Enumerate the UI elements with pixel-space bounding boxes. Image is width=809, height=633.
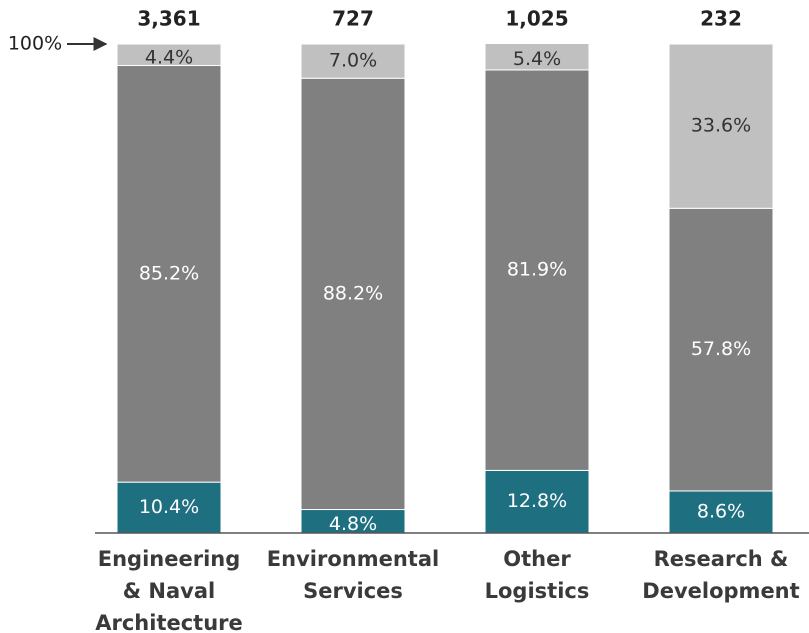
bar-segment [116,481,222,534]
total-label: 232 [700,7,742,31]
value-label: 5.4% [513,48,561,70]
bar-segment [300,43,406,79]
value-label: 10.4% [139,496,199,518]
bar-segment [668,43,774,209]
bar-segment [668,490,774,534]
value-label: 12.8% [507,490,567,512]
value-label: 8.6% [697,500,745,522]
value-label: 85.2% [139,262,199,284]
x-tick-label: Research & [654,547,789,571]
x-tick-label: Development [642,579,799,603]
x-tick-label: & Naval [123,579,215,603]
bar-segment [484,469,590,534]
value-label: 88.2% [323,282,383,304]
annotation: 100% [8,33,62,55]
x-tick-label: Services [303,579,403,603]
x-tick-label: Architecture [95,611,243,633]
bar-segment [668,207,774,492]
value-label: 81.9% [507,259,567,281]
value-label: 33.6% [691,115,751,137]
bar-segment [300,77,406,511]
value-label: 7.0% [329,50,377,72]
bar-segment [116,43,222,67]
bar-segment [484,43,590,71]
bar-segment [484,69,590,471]
total-label: 1,025 [505,7,568,31]
value-label: 4.8% [329,513,377,535]
bar-segment [116,65,222,483]
value-label: 4.4% [145,46,193,68]
total-label: 3,361 [137,7,200,31]
x-tick-label: Logistics [485,579,590,603]
x-tick-label: Engineering [98,547,241,571]
x-tick-label: Other [503,547,571,571]
total-label: 727 [332,7,374,31]
value-label: 57.8% [691,338,751,360]
x-tick-label: Environmental [267,547,439,571]
